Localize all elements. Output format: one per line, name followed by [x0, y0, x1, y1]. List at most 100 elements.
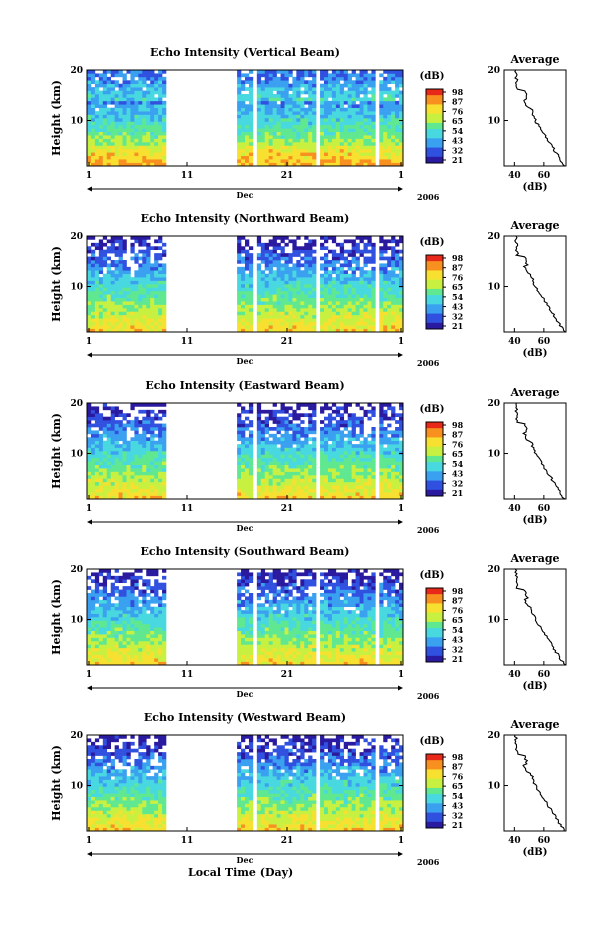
- heatmap-cell: [284, 90, 289, 95]
- heatmap-cell: [150, 152, 155, 157]
- heatmap-cell: [98, 94, 104, 98]
- heatmap-cell: [245, 287, 250, 292]
- heatmap-cell: [264, 304, 269, 309]
- heatmap-cell: [363, 294, 368, 299]
- heatmap-cell: [146, 478, 151, 483]
- heatmap-cell: [284, 104, 289, 109]
- heatmap-cell: [351, 294, 356, 299]
- heatmap-cell: [245, 495, 250, 500]
- heatmap-cell: [102, 637, 108, 642]
- heatmap-cell: [102, 236, 108, 240]
- heatmap-cell: [343, 314, 348, 319]
- heatmap-cell: [106, 433, 111, 438]
- heatmap-cell: [154, 280, 159, 285]
- heatmap-cell: [276, 423, 281, 428]
- heatmap-cell: [339, 128, 345, 133]
- heatmap-cell: [363, 495, 368, 500]
- heatmap-cell: [98, 159, 104, 163]
- heatmap-cell: [130, 83, 135, 88]
- heatmap-cell: [154, 145, 159, 150]
- heatmap-cell: [367, 104, 372, 109]
- heatmap-cell: [150, 138, 155, 143]
- heatmap-cell: [339, 301, 345, 305]
- heatmap-cell: [122, 471, 127, 476]
- heatmap-cell: [268, 124, 273, 129]
- heatmap-cell: [343, 284, 348, 288]
- heatmap-cell: [292, 270, 297, 275]
- heatmap-cell: [347, 464, 352, 469]
- heatmap-cell: [110, 152, 115, 157]
- heatmap-cell: [87, 135, 92, 139]
- heatmap-cell: [351, 270, 356, 275]
- heatmap-cell: [138, 155, 143, 160]
- heatmap-cell: [126, 97, 131, 102]
- heatmap-cell: [130, 623, 135, 628]
- heatmap-cell: [98, 427, 104, 431]
- heatmap-cell: [130, 495, 135, 500]
- heatmap-cell: [331, 128, 337, 133]
- heatmap-cell: [272, 413, 277, 418]
- heatmap-cell: [367, 121, 372, 126]
- colorbar-band: [426, 422, 443, 426]
- heatmap-cell: [264, 444, 269, 448]
- heatmap-cell: [146, 413, 151, 418]
- heatmap-cell: [292, 121, 297, 126]
- heatmap-cell: [399, 318, 404, 323]
- heatmap-cell: [296, 118, 301, 122]
- heatmap-cell: [387, 118, 392, 122]
- heatmap-cell: [118, 118, 123, 122]
- heatmap-cell: [355, 162, 360, 167]
- heatmap-cell: [150, 131, 155, 136]
- heatmap-cell: [331, 236, 337, 240]
- heatmap-cell: [399, 430, 404, 435]
- heatmap-cell: [320, 328, 325, 333]
- heatmap-cell: [367, 318, 372, 323]
- heatmap-cell: [134, 155, 139, 160]
- heatmap-cell: [320, 135, 325, 139]
- heatmap-cell: [134, 280, 139, 285]
- heatmap-cell: [339, 290, 345, 295]
- heatmap-cell: [134, 321, 139, 326]
- heatmap-cell: [276, 471, 281, 476]
- heatmap-cell: [138, 131, 143, 136]
- heatmap-cell: [110, 617, 115, 621]
- heatmap-cell: [296, 304, 301, 309]
- avg-y-tick-label: 20: [487, 66, 500, 76]
- heatmap-cell: [300, 124, 305, 129]
- heatmap-cell: [118, 111, 123, 115]
- heatmap-cell: [122, 613, 127, 618]
- heatmap-cell: [90, 444, 96, 448]
- heatmap-cell: [130, 280, 135, 285]
- heatmap-cell: [245, 118, 250, 122]
- heatmap-cell: [320, 430, 325, 435]
- heatmap-cell: [288, 145, 293, 150]
- heatmap-cell: [383, 111, 388, 115]
- heatmap-cell: [371, 107, 376, 112]
- heatmap-cell: [387, 138, 392, 143]
- heatmap-cell: [359, 440, 364, 445]
- heatmap-cell: [312, 495, 317, 500]
- heatmap-cell: [288, 481, 293, 486]
- heatmap-cell: [98, 630, 104, 635]
- heatmap-cell: [355, 457, 360, 462]
- heatmap-cell: [363, 263, 368, 268]
- heatmap-cell: [387, 142, 392, 146]
- heatmap-cell: [395, 239, 400, 244]
- heatmap-cell: [276, 294, 281, 299]
- heatmap-cell: [134, 485, 139, 490]
- heatmap-cell: [324, 440, 329, 445]
- heatmap-cell: [371, 155, 376, 160]
- heatmap-cell: [335, 321, 341, 326]
- heatmap-cell: [324, 471, 329, 476]
- heatmap-cell: [288, 427, 293, 431]
- heatmap-cell: [130, 661, 135, 666]
- heatmap-cell: [359, 485, 364, 490]
- heatmap-cell: [399, 80, 404, 85]
- heatmap-cell: [237, 107, 242, 112]
- heatmap-cell: [395, 321, 400, 326]
- heatmap-cell: [327, 464, 333, 469]
- heatmap-cell: [339, 114, 345, 119]
- heatmap-cell: [387, 155, 392, 160]
- heatmap-cell: [363, 478, 368, 483]
- colorbar-band: [426, 483, 443, 488]
